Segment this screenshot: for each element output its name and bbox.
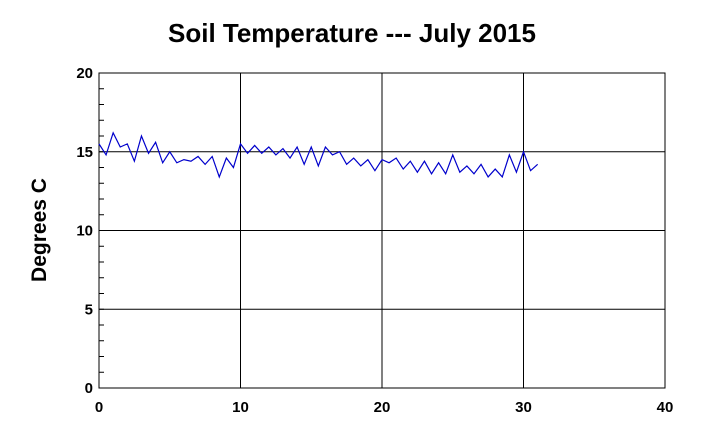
- x-tick-label: 40: [657, 399, 674, 416]
- x-tick-label: 10: [232, 399, 249, 416]
- x-tick-label: 30: [515, 399, 532, 416]
- y-tick-label: 10: [76, 223, 93, 240]
- y-axis-label: Degrees C: [28, 178, 51, 282]
- chart-title: Soil Temperature --- July 2015: [168, 18, 536, 48]
- x-tick-label: 0: [95, 399, 103, 416]
- y-tick-label: 20: [76, 65, 93, 82]
- y-tick-label: 0: [85, 380, 93, 397]
- y-tick-label: 15: [76, 144, 93, 161]
- x-tick-label: 20: [374, 399, 391, 416]
- y-tick-label: 5: [85, 301, 93, 318]
- data-line: [98, 131, 539, 179]
